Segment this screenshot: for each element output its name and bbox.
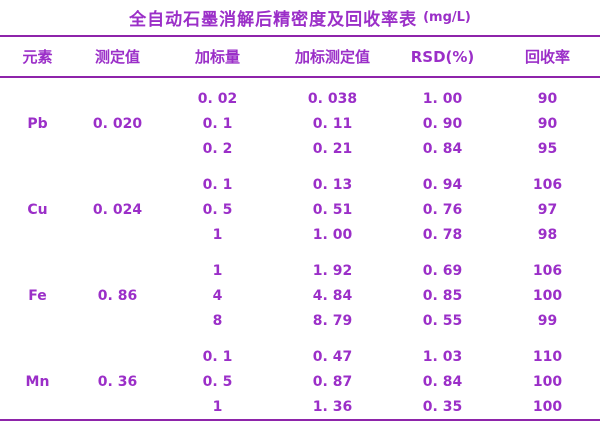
spike-measured-value: 4. 84	[312, 287, 353, 304]
spike-amount: 0. 1	[202, 176, 233, 193]
spike-amount: 1	[212, 262, 223, 279]
element-symbol: Mn	[25, 373, 50, 390]
recovery-value: 90	[537, 115, 558, 132]
spike-amount: 0. 02	[197, 90, 238, 107]
element-symbol: Fe	[28, 287, 47, 304]
spike-amount: 8	[212, 312, 223, 329]
column-header-element: 元素	[22, 48, 53, 66]
spike-amount: 0. 1	[202, 115, 233, 132]
table-title-text: 全自动石墨消解后精密度及回收率表	[129, 10, 418, 30]
spike-amount: 1	[212, 226, 223, 243]
column-header-measured-value: 测定值	[94, 48, 140, 66]
recovery-value: 95	[537, 140, 558, 157]
recovery-value: 90	[537, 90, 558, 107]
rsd-value: 0. 85	[422, 287, 463, 304]
spike-amount: 0. 2	[202, 140, 233, 157]
column-header-spike-measured-value: 加标测定值	[294, 48, 370, 66]
spike-amount: 0. 1	[202, 348, 233, 365]
rsd-value: 0. 35	[422, 398, 463, 415]
spike-measured-value: 0. 51	[312, 201, 353, 218]
element-group-mn: Mn 0. 36 0. 1 0. 47 1. 03 110 0. 5 0. 87…	[0, 344, 600, 419]
element-symbol: Cu	[27, 201, 48, 218]
measured-value: 0. 020	[92, 115, 143, 132]
spike-amount: 0. 5	[202, 373, 233, 390]
column-header-recovery: 回收率	[524, 48, 570, 66]
element-symbol: Pb	[27, 115, 48, 132]
spike-measured-value: 0. 47	[312, 348, 353, 365]
rsd-value: 0. 84	[422, 373, 463, 390]
spike-amount: 1	[212, 398, 223, 415]
spike-amount: 4	[212, 287, 223, 304]
rsd-value: 0. 94	[422, 176, 463, 193]
table-header-row: 元素 测定值 加标量 加标测定值 RSD(%) 回收率	[0, 37, 600, 76]
recovery-value: 97	[537, 201, 558, 218]
rsd-value: 1. 00	[422, 90, 463, 107]
measured-value: 0. 86	[97, 287, 138, 304]
recovery-value: 99	[537, 312, 558, 329]
spike-measured-value: 1. 00	[312, 226, 353, 243]
rsd-value: 0. 84	[422, 140, 463, 157]
element-group-fe: Fe 0. 86 1 1. 92 0. 69 106 4 4. 84 0. 85…	[0, 258, 600, 333]
recovery-value: 106	[532, 176, 563, 193]
rsd-value: 1. 03	[422, 348, 463, 365]
spike-measured-value: 0. 21	[312, 140, 353, 157]
recovery-value: 106	[532, 262, 563, 279]
table-title: 全自动石墨消解后精密度及回收率表 (mg/L)	[0, 0, 600, 35]
spike-measured-value: 0. 038	[307, 90, 358, 107]
spike-measured-value: 1. 92	[312, 262, 353, 279]
column-header-spike-amount: 加标量	[194, 48, 240, 66]
spike-measured-value: 8. 79	[312, 312, 353, 329]
table-title-unit: (mg/L)	[423, 10, 471, 25]
rsd-value: 0. 69	[422, 262, 463, 279]
spike-measured-value: 0. 13	[312, 176, 353, 193]
element-group-pb: Pb 0. 020 0. 02 0. 038 1. 00 90 0. 1 0. …	[0, 86, 600, 161]
measured-value: 0. 36	[97, 373, 138, 390]
rsd-value: 0. 78	[422, 226, 463, 243]
header-rule	[0, 76, 600, 78]
recovery-value: 98	[537, 226, 558, 243]
spike-measured-value: 0. 11	[312, 115, 353, 132]
bottom-rule	[0, 419, 600, 421]
recovery-value: 100	[532, 287, 563, 304]
column-header-rsd: RSD(%)	[410, 47, 475, 66]
rsd-value: 0. 55	[422, 312, 463, 329]
spike-amount: 0. 5	[202, 201, 233, 218]
rsd-value: 0. 90	[422, 115, 463, 132]
spike-measured-value: 0. 87	[312, 373, 353, 390]
spike-measured-value: 1. 36	[312, 398, 353, 415]
recovery-value: 110	[532, 348, 563, 365]
top-rule	[0, 35, 600, 37]
element-group-cu: Cu 0. 024 0. 1 0. 13 0. 94 106 0. 5 0. 5…	[0, 172, 600, 247]
rsd-value: 0. 76	[422, 201, 463, 218]
measured-value: 0. 024	[92, 201, 143, 218]
recovery-value: 100	[532, 373, 563, 390]
recovery-value: 100	[532, 398, 563, 415]
